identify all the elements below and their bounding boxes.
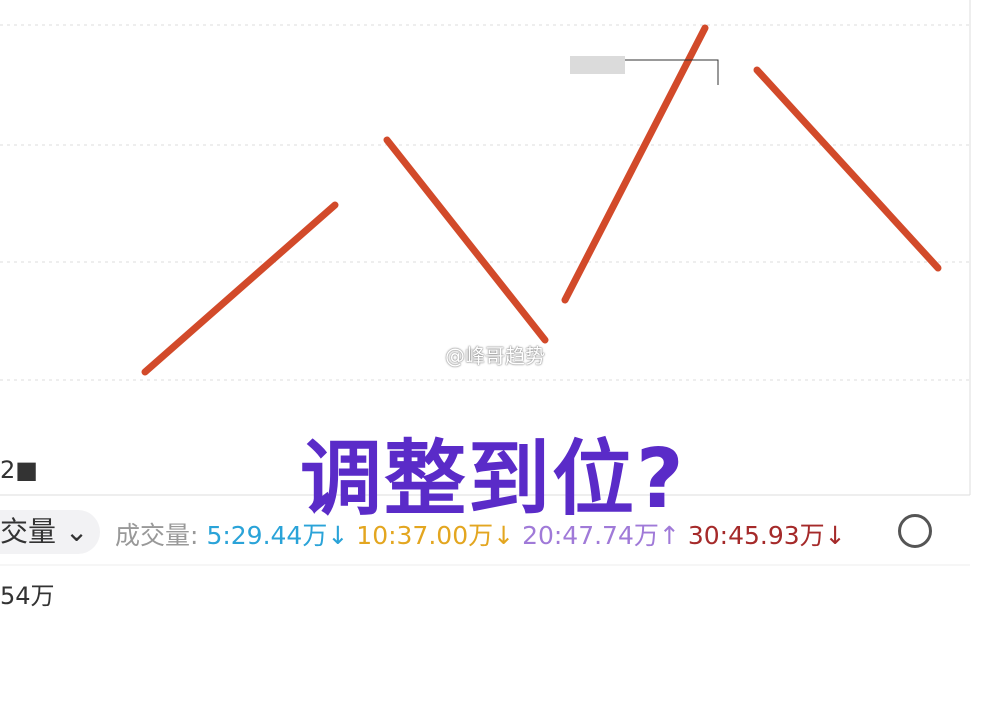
indicator-dropdown[interactable]: 交量 ⌄ [0, 510, 100, 554]
legend-title: 成交量: [115, 521, 199, 550]
ma20: 20:47.74万↑ [522, 521, 680, 550]
axis-label: 2■ [0, 456, 38, 484]
grid [0, 24, 970, 381]
trend-strokes [141, 24, 942, 376]
ma5: 5:29.44万↓ [206, 521, 349, 550]
volume-axis-label: 54万 [0, 582, 55, 610]
high-marker [625, 59, 719, 85]
ma10: 10:37.00万↓ [356, 521, 515, 550]
watermark: @峰哥趋势 [445, 344, 545, 368]
volume-legend: 成交量: 5:29.44万↓ 10:37.00万↓ 20:47.74万↑ 30:45.9… [115, 516, 854, 552]
headline: 调整到位? [300, 432, 686, 527]
blurred-label [570, 56, 625, 74]
ma30: 30:45.93万↓ [687, 521, 846, 550]
settings-button[interactable] [898, 514, 932, 548]
